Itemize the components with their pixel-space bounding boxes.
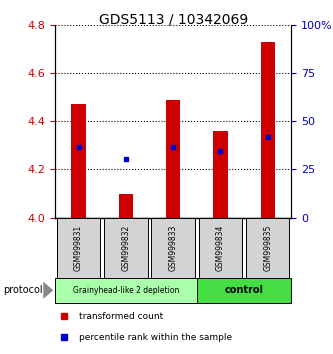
- Bar: [197, 278, 291, 303]
- Bar: [199, 218, 242, 278]
- Bar: [119, 194, 133, 218]
- Text: percentile rank within the sample: percentile rank within the sample: [79, 332, 232, 342]
- Bar: [261, 42, 275, 218]
- Text: GSM999832: GSM999832: [121, 225, 131, 271]
- Text: GSM999833: GSM999833: [168, 224, 178, 271]
- Text: GSM999834: GSM999834: [216, 224, 225, 271]
- Bar: [246, 218, 289, 278]
- Bar: [166, 99, 180, 218]
- Bar: [57, 218, 100, 278]
- Bar: [152, 218, 195, 278]
- Bar: [104, 218, 148, 278]
- Bar: [72, 104, 86, 218]
- Text: Grainyhead-like 2 depletion: Grainyhead-like 2 depletion: [73, 286, 179, 295]
- Bar: [55, 278, 197, 303]
- Text: control: control: [224, 285, 264, 295]
- Polygon shape: [43, 282, 53, 299]
- Text: GDS5113 / 10342069: GDS5113 / 10342069: [99, 12, 248, 27]
- Text: protocol: protocol: [3, 285, 43, 295]
- Text: GSM999831: GSM999831: [74, 225, 83, 271]
- Bar: [213, 131, 227, 218]
- Text: transformed count: transformed count: [79, 312, 163, 321]
- Text: GSM999835: GSM999835: [263, 224, 272, 271]
